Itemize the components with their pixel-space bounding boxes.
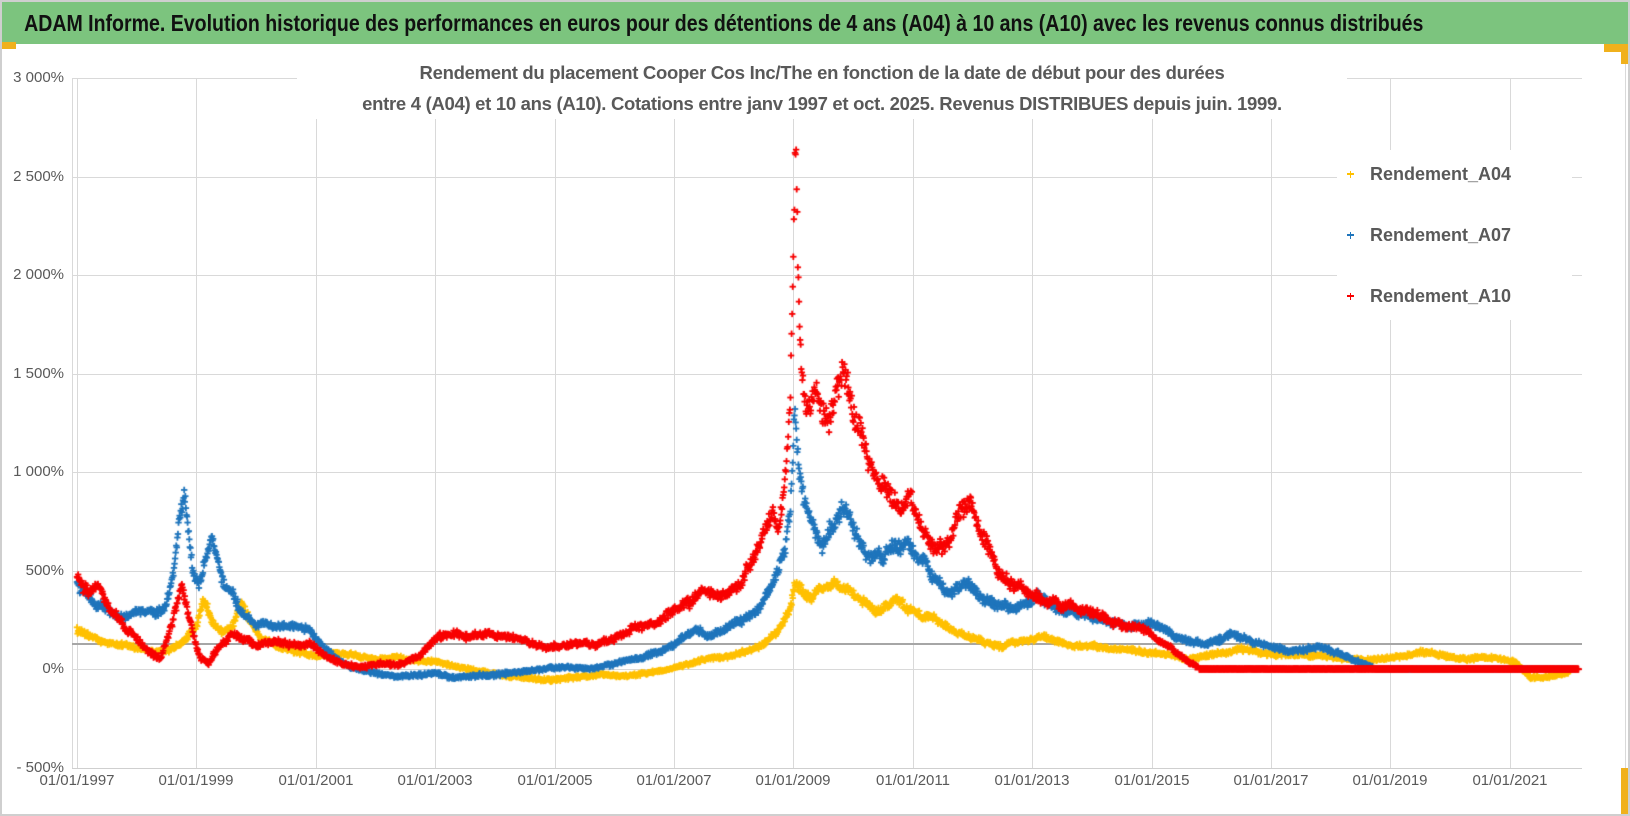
chart-frame-bottom (2, 814, 1626, 815)
x-axis-label: 01/01/2009 (755, 772, 831, 789)
chart-title-line1: Rendement du placement Cooper Cos Inc/Th… (419, 62, 1225, 83)
y-axis-label: 2 500% (13, 168, 64, 185)
x-axis-label: 01/01/2001 (278, 772, 354, 789)
accent-bottom-right-bar (1621, 768, 1628, 814)
chart-legend: Rendement_A04 Rendement_A07 Rendement_A10 (1337, 150, 1572, 320)
x-axis-label: 01/01/2015 (1114, 772, 1190, 789)
y-axis-label: 3 000% (13, 69, 64, 86)
y-axis-label: 500% (25, 562, 64, 579)
x-axis-label: 01/01/2013 (994, 772, 1070, 789)
x-axis-label: 01/01/1997 (39, 772, 115, 789)
chart-title-line2: entre 4 (A04) et 10 ans (A10). Cotations… (362, 93, 1282, 114)
y-axis-label: - 500% (16, 759, 64, 776)
y-axis-label: 1 500% (13, 365, 64, 382)
legend-item-rendement_a07: Rendement_A07 (1337, 223, 1572, 247)
y-axis-label: 0% (42, 660, 64, 677)
chart-title: Rendement du placement Cooper Cos Inc/Th… (297, 57, 1347, 119)
x-axis-label: 01/01/1999 (158, 772, 234, 789)
x-axis-label: 01/01/2019 (1352, 772, 1428, 789)
y-axis-label: 1 000% (13, 463, 64, 480)
accent-bottom-left-dash (2, 42, 16, 49)
y-axis-label: 2 000% (13, 266, 64, 283)
x-axis-label: 01/01/2021 (1472, 772, 1548, 789)
x-axis-label: 01/01/2007 (636, 772, 712, 789)
plus-marker-icon (1345, 169, 1356, 180)
legend-label: Rendement_A07 (1370, 224, 1512, 245)
plus-marker-icon (1345, 291, 1356, 302)
x-axis-label: 01/01/2011 (876, 772, 950, 789)
legend-label: Rendement_A10 (1370, 285, 1512, 306)
legend-item-rendement_a10: Rendement_A10 (1337, 284, 1572, 308)
x-axis-label: 01/01/2005 (517, 772, 593, 789)
legend-label: Rendement_A04 (1370, 163, 1512, 184)
x-axis-label: 01/01/2003 (397, 772, 473, 789)
legend-item-rendement_a04: Rendement_A04 (1337, 162, 1572, 186)
plus-marker-icon (1345, 230, 1356, 241)
x-axis-label: 01/01/2017 (1233, 772, 1309, 789)
accent-top-right-corner-v (1621, 44, 1628, 64)
accent-top-right-corner-h (1604, 44, 1628, 52)
